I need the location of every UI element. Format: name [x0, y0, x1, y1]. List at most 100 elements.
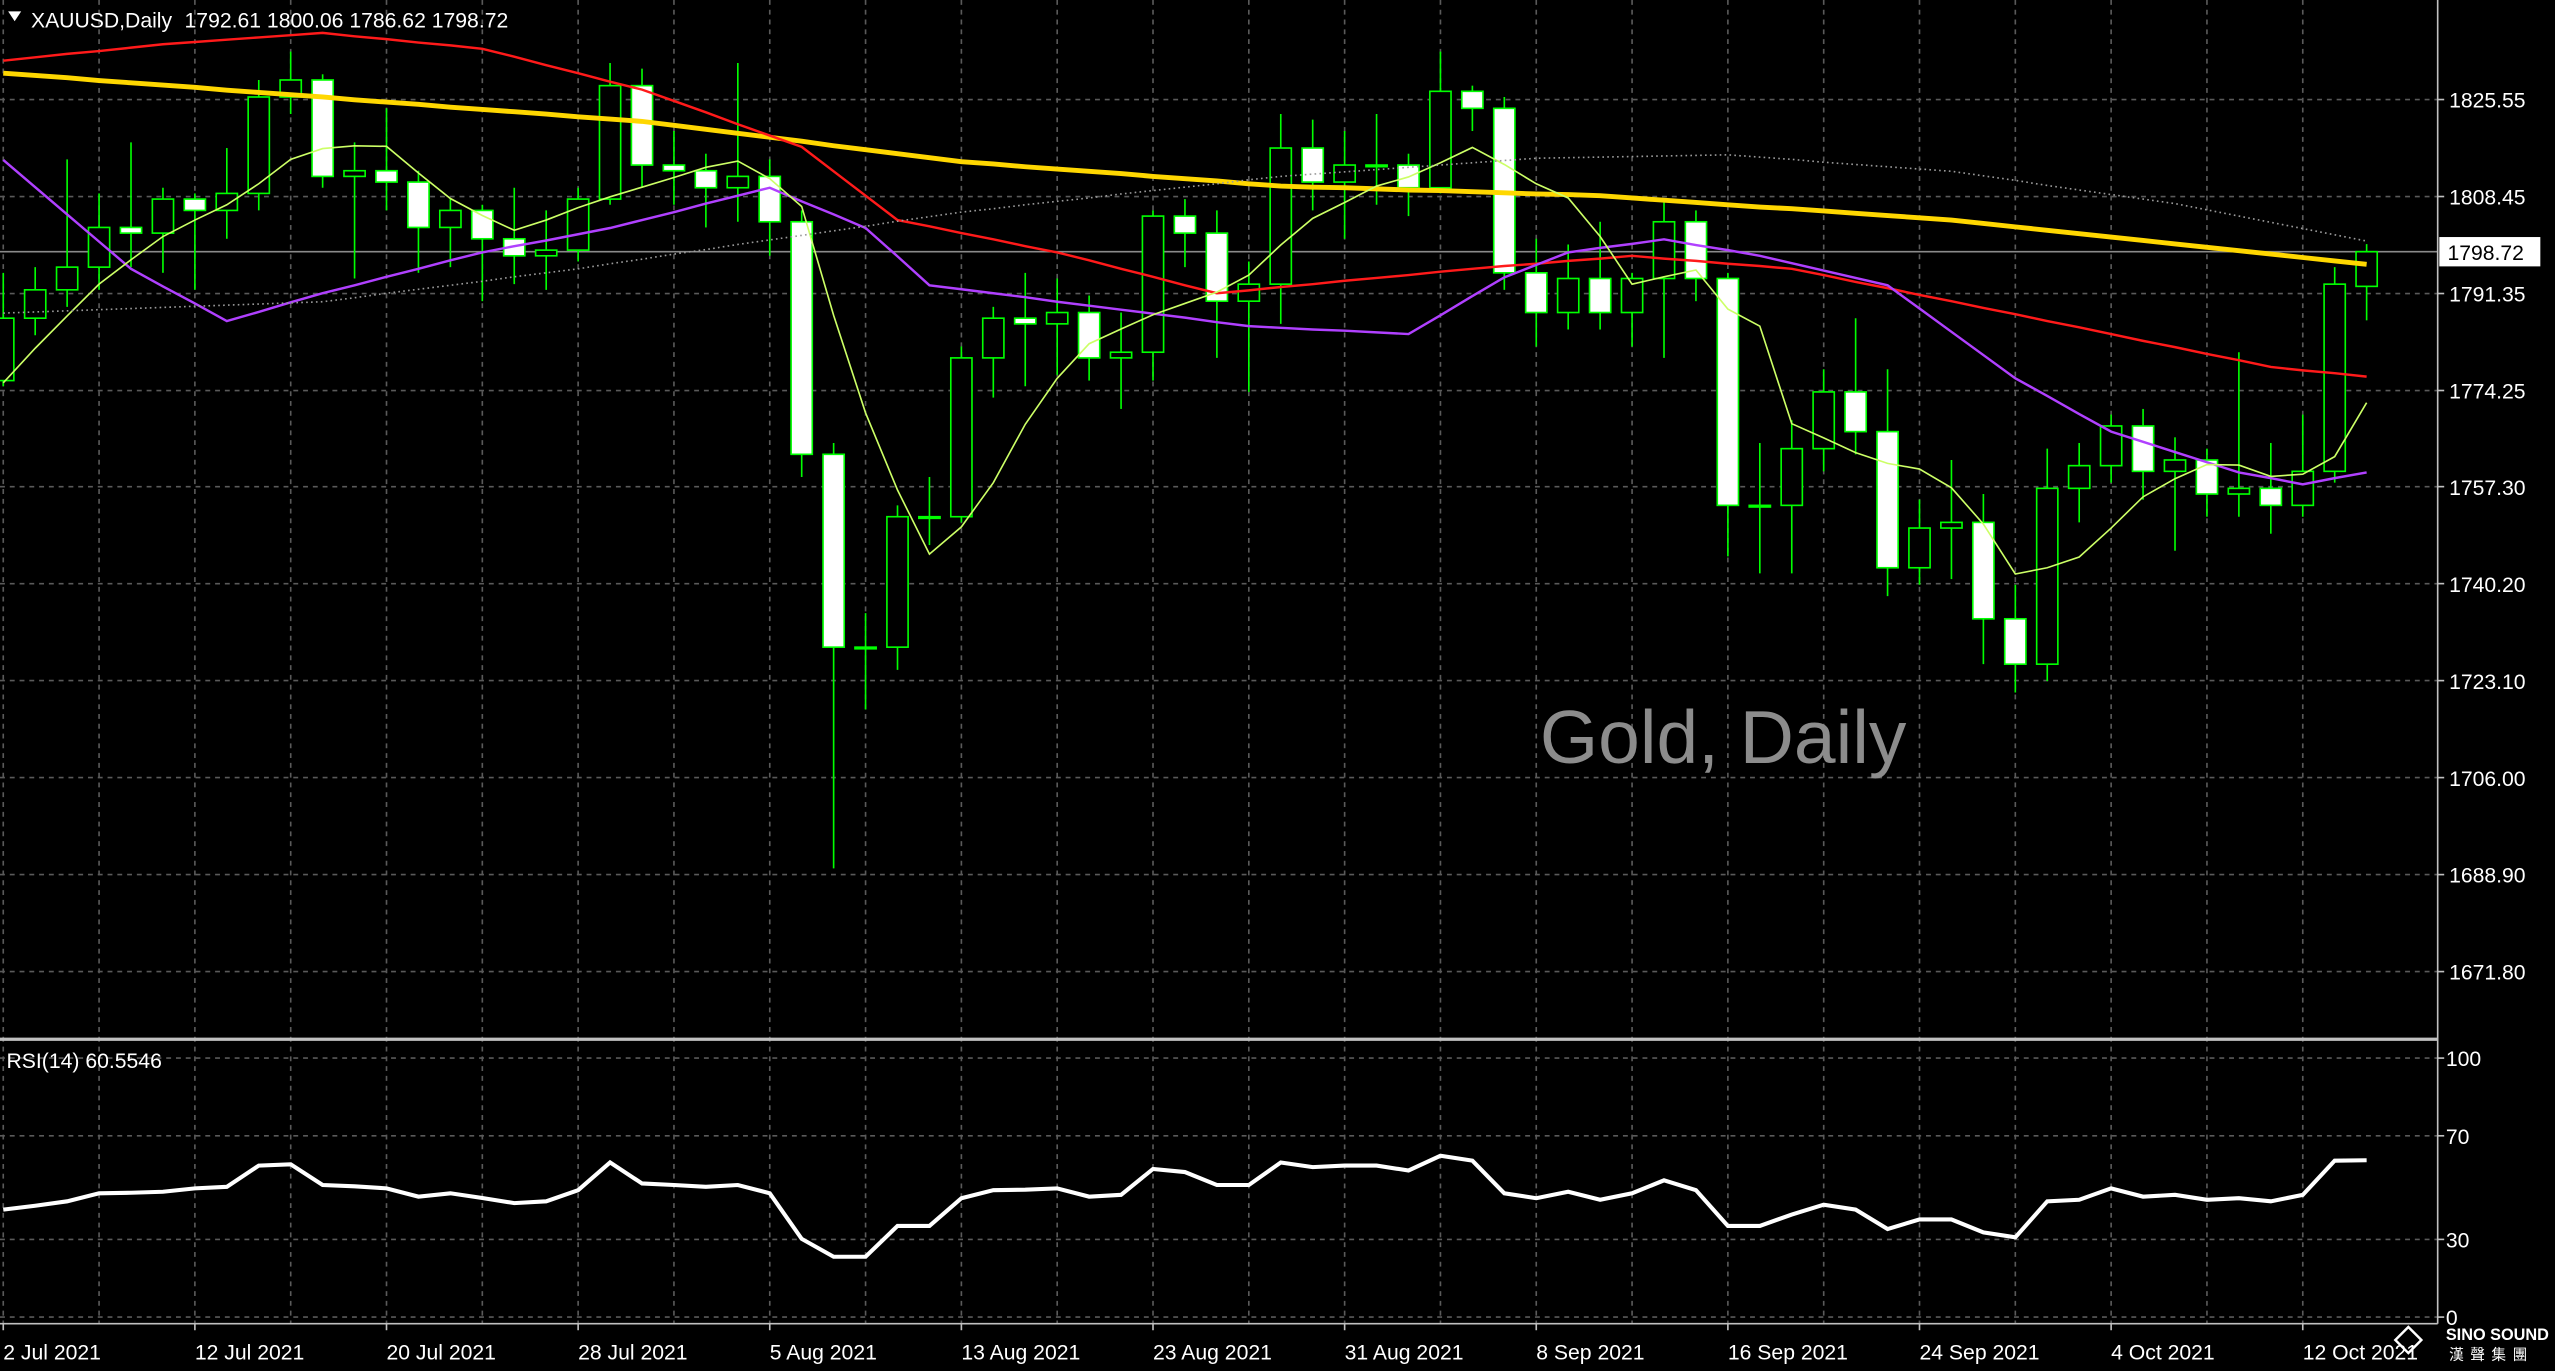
- candle-body: [1844, 391, 1868, 433]
- candle-body: [566, 198, 590, 251]
- x-tick-label: 28 Jul 2021: [578, 1342, 687, 1365]
- candle-body: [2099, 425, 2123, 467]
- candle-body: [119, 226, 143, 234]
- candle-body: [2067, 464, 2091, 490]
- x-tick-label: 12 Oct 2021: [2303, 1342, 2418, 1365]
- candle-body: [311, 79, 335, 178]
- candle-body: [1141, 215, 1165, 354]
- candle-body: [1429, 90, 1452, 189]
- ohlc-low: 1786.62: [349, 10, 426, 33]
- candle-body: [2131, 425, 2155, 473]
- candle-body: [1876, 430, 1899, 569]
- candle-body: [0, 317, 15, 382]
- watermark: Gold, Daily: [1540, 695, 1907, 779]
- ohlc-open: 1792.61: [185, 10, 262, 33]
- candle-body: [1812, 391, 1836, 450]
- candle-body: [2259, 487, 2283, 507]
- candle-body: [790, 220, 814, 456]
- y-tick-label: 1688.90: [2449, 865, 2526, 888]
- brand-subtitle: 漢聲集團: [2449, 1347, 2534, 1364]
- header: XAUUSD,Daily 1792.61 1800.06 1786.62 179…: [31, 10, 508, 33]
- y-tick-label: 30: [2446, 1230, 2470, 1253]
- candle-body: [630, 84, 654, 166]
- candle-body: [55, 266, 79, 291]
- candle-body: [822, 453, 846, 648]
- candle-body: [151, 198, 175, 234]
- candle-body: [375, 169, 398, 183]
- candle-body: [886, 515, 909, 648]
- candle-body: [247, 96, 271, 195]
- candle-body: [343, 169, 366, 178]
- y-tick-label: 1808.45: [2449, 187, 2526, 210]
- moving-average: [2, 159, 2367, 486]
- candle-body: [1077, 311, 1101, 359]
- x-tick-label: 13 Aug 2021: [961, 1342, 1080, 1365]
- ohlc-high: 1800.06: [267, 10, 344, 33]
- candle-body: [1365, 164, 1388, 168]
- candle-body: [2163, 459, 2187, 473]
- candle-body: [534, 249, 558, 257]
- candle-body: [438, 209, 462, 229]
- candle-body: [2003, 617, 2027, 665]
- candle-body: [1460, 90, 1484, 110]
- y-tick-label: 70: [2446, 1126, 2470, 1149]
- candle-body: [1269, 147, 1293, 285]
- candle-body: [183, 198, 207, 212]
- candle-body: [854, 646, 877, 650]
- rsi-line: [3, 1153, 2367, 1259]
- candle-body: [981, 317, 1005, 359]
- candle-body: [1109, 351, 1133, 359]
- y-tick-label: 1740.20: [2449, 574, 2526, 597]
- candle-body: [1237, 283, 1261, 302]
- candle-body: [1588, 277, 1612, 314]
- candle-body: [918, 515, 941, 520]
- candle-body: [1748, 504, 1772, 508]
- y-tick-label: 1774.25: [2449, 381, 2526, 404]
- candle-body: [2195, 459, 2219, 495]
- candle-body: [1940, 521, 1963, 529]
- candle-body: [662, 164, 686, 172]
- ohlc-close: 1798.72: [432, 10, 509, 33]
- candle-body: [407, 181, 430, 229]
- candle-body: [1908, 527, 1931, 569]
- indicator-label: RSI(14) 60.5546: [7, 1050, 162, 1073]
- candle-body: [1013, 317, 1037, 325]
- x-tick-label: 31 Aug 2021: [1345, 1342, 1464, 1365]
- candle-body: [2291, 470, 2315, 507]
- candle-body: [2035, 487, 2059, 665]
- candle-body: [1524, 271, 1548, 314]
- candle-body: [1301, 147, 1325, 183]
- candle-body: [23, 289, 47, 320]
- logo-icon: [2393, 1325, 2424, 1355]
- candle-body: [1333, 164, 1357, 183]
- candle-body: [1620, 277, 1644, 314]
- logo: SINO SOUND 漢聲集團: [2393, 1325, 2549, 1364]
- candle-body: [2227, 487, 2251, 495]
- x-tick-label: 12 Jul 2021: [195, 1342, 304, 1365]
- candle-body: [1556, 277, 1580, 314]
- indicator-value: 60.5546: [85, 1050, 162, 1073]
- candle-body: [1205, 232, 1229, 302]
- candle-body: [215, 192, 239, 212]
- candle-body: [1684, 220, 1708, 280]
- candle-body: [694, 169, 718, 189]
- candle-body: [1045, 311, 1069, 325]
- candle-body: [1780, 447, 1804, 507]
- candle-body: [758, 175, 782, 223]
- x-tick-label: 4 Oct 2021: [2111, 1342, 2215, 1365]
- menu-arrow[interactable]: [8, 11, 22, 22]
- candle-body: [2355, 250, 2379, 288]
- candle-body: [1652, 220, 1676, 280]
- x-tick-label: 23 Aug 2021: [1153, 1342, 1272, 1365]
- y-tick-label: 1757.30: [2449, 477, 2526, 500]
- symbol: XAUUSD,Daily: [31, 10, 173, 33]
- y-tick-label: 1671.80: [2449, 962, 2526, 985]
- x-tick-label: 24 Sep 2021: [1920, 1342, 2040, 1365]
- plot: [0, 31, 2379, 1259]
- x-tick-label: 2 Jul 2021: [3, 1342, 101, 1365]
- moving-average: [2, 144, 2368, 575]
- y-tick-label: 1791.35: [2449, 284, 2526, 307]
- y-tick-label: 100: [2446, 1048, 2481, 1071]
